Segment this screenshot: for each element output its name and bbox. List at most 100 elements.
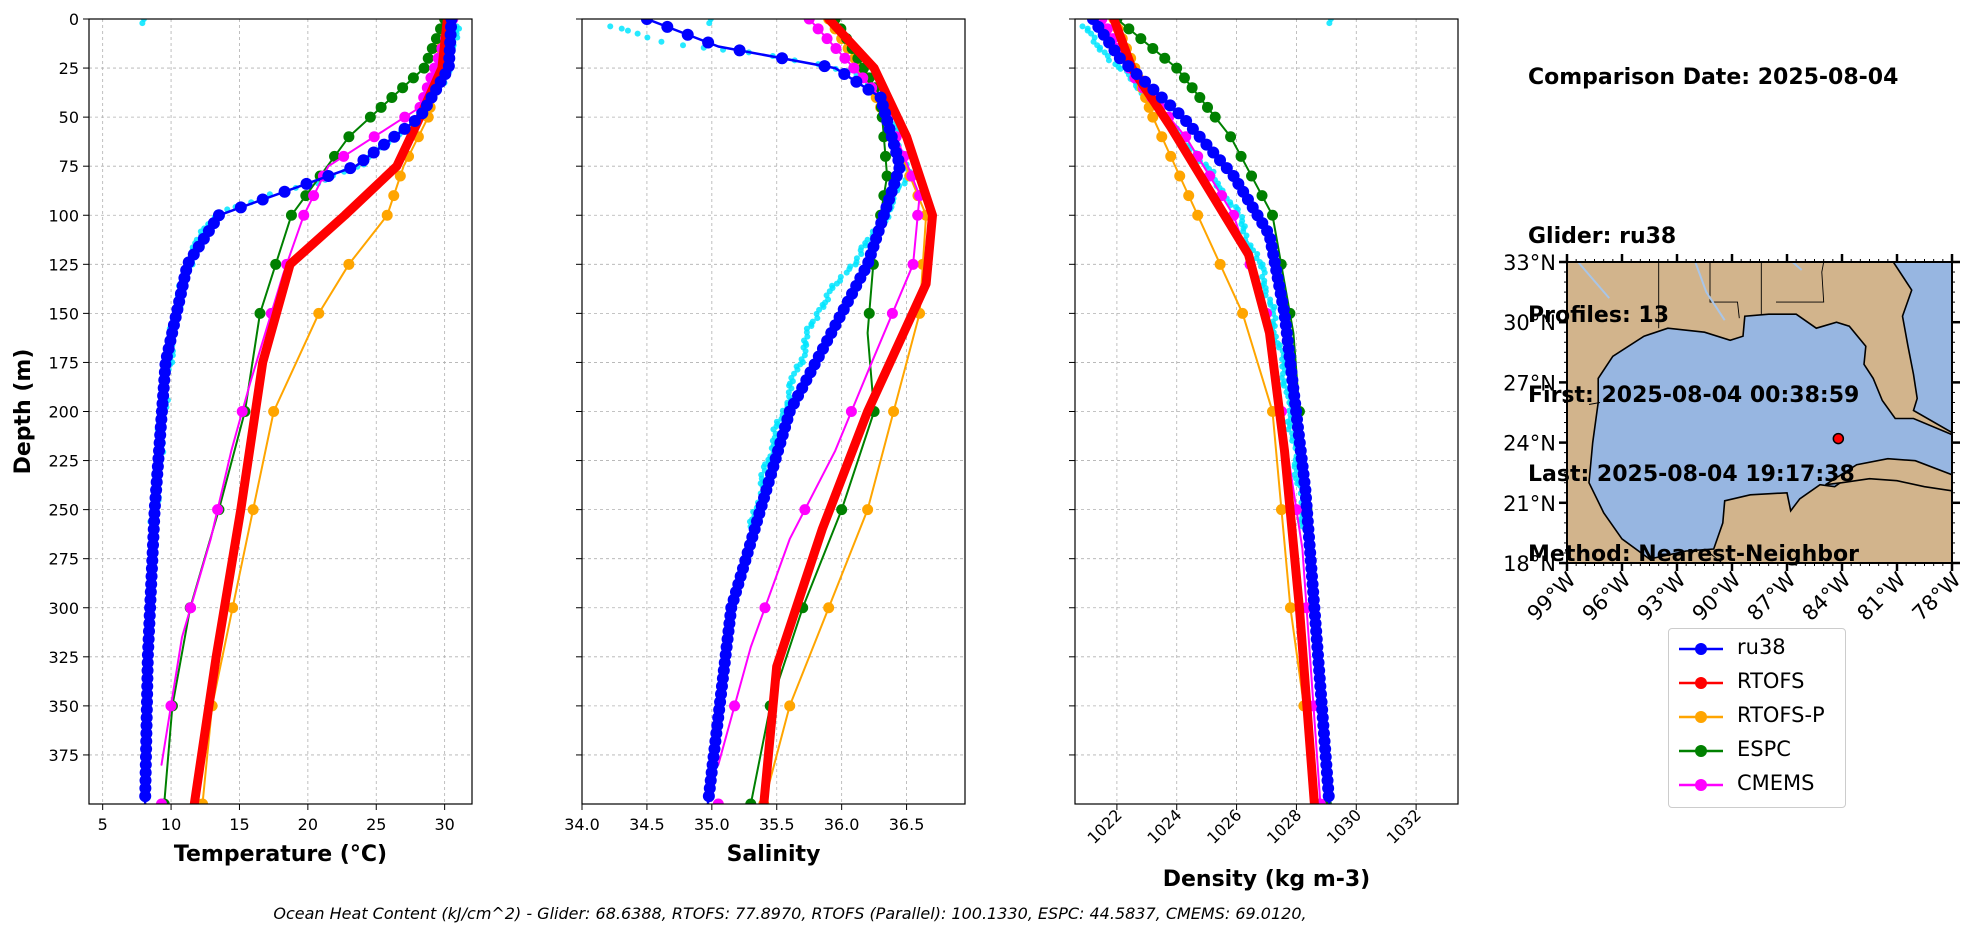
first-profile-time: First: 2025-08-04 00:38:59 — [1528, 382, 1860, 408]
x-tick-label: 1032 — [1383, 805, 1425, 847]
glider-location-marker — [1832, 432, 1845, 445]
observation-point — [1261, 269, 1268, 276]
data-point — [357, 154, 370, 167]
data-point — [338, 150, 350, 162]
data-point — [1178, 72, 1190, 84]
data-point — [268, 406, 280, 417]
lat-tick-label: 27°N — [1503, 371, 1556, 395]
data-point — [1171, 62, 1183, 74]
data-point — [1183, 190, 1195, 202]
x-tick-label: 1030 — [1323, 805, 1365, 847]
profile-count: Profiles: 13 — [1528, 303, 1670, 328]
legend-label: RTOFS-P — [1737, 703, 1825, 727]
observation-point — [634, 30, 641, 37]
data-point — [1214, 154, 1227, 167]
legend-swatch — [1679, 779, 1723, 791]
legend: ru38 RTOFS RTOFS-P ESPC CMEMS — [1668, 628, 1846, 808]
data-point — [912, 209, 924, 221]
observation-point — [785, 389, 792, 396]
x-tick-label: 20 — [298, 815, 318, 834]
observation-point — [1105, 57, 1112, 64]
last-profile-time: Last: 2025-08-04 19:17:38 — [1528, 462, 1855, 487]
atlantic-ocean — [1892, 262, 1952, 434]
data-point — [418, 62, 430, 74]
data-point — [733, 44, 746, 57]
data-point — [1284, 602, 1296, 614]
data-point — [298, 209, 310, 221]
x-tick-label: 1028 — [1263, 805, 1305, 847]
data-point — [838, 67, 851, 80]
y-tick-label: 100 — [48, 206, 79, 225]
data-point — [416, 107, 429, 120]
data-point — [1209, 111, 1221, 123]
observation-point — [1326, 20, 1333, 27]
observation-point — [607, 23, 614, 30]
data-point — [879, 150, 891, 162]
series-ru38 — [1086, 19, 1335, 804]
data-point — [256, 193, 269, 206]
data-point — [185, 602, 197, 614]
data-point — [1194, 92, 1206, 103]
x-tick-label: 35.0 — [694, 815, 730, 834]
legend-label: RTOFS — [1737, 669, 1805, 693]
observation-point — [680, 42, 687, 49]
series-ru38 — [139, 19, 458, 804]
data-point — [1192, 209, 1204, 221]
series-line — [759, 19, 937, 804]
legend-swatch — [1679, 745, 1723, 757]
y-tick-label: 50 — [59, 108, 79, 127]
y-tick-label: 350 — [48, 697, 79, 716]
data-point — [1172, 107, 1185, 120]
data-point — [343, 258, 355, 270]
data-point — [329, 150, 341, 162]
y-tick-label: 325 — [48, 648, 79, 667]
data-point — [803, 19, 815, 25]
data-point — [165, 700, 177, 712]
data-point — [1147, 83, 1160, 96]
observation-point — [139, 20, 146, 27]
lat-tick-label: 18°N — [1503, 552, 1556, 576]
x-tick-label: 1022 — [1083, 805, 1125, 847]
data-point — [839, 52, 851, 64]
data-point — [1159, 52, 1171, 64]
lat-tick-label: 24°N — [1503, 432, 1556, 456]
legend-label: CMEMS — [1737, 771, 1815, 795]
observation-point — [858, 251, 865, 258]
x-tick-label: 36.5 — [889, 815, 925, 834]
data-point — [247, 504, 259, 516]
x-axis-label: Temperature (°C) — [174, 842, 387, 867]
data-point — [399, 111, 411, 123]
river — [1791, 262, 1803, 271]
data-point — [139, 790, 152, 803]
data-point — [367, 146, 380, 159]
data-point — [836, 504, 848, 516]
data-point — [300, 177, 313, 190]
y-tick-label: 25 — [59, 59, 79, 78]
data-point — [1135, 33, 1147, 45]
interpolation-method: Method: Nearest-Neighbor — [1528, 541, 1859, 567]
observation-point — [1079, 23, 1086, 30]
data-point — [1130, 67, 1143, 80]
data-point — [397, 82, 409, 94]
data-point — [784, 700, 796, 712]
data-point — [830, 42, 842, 54]
lat-tick-label: 30°N — [1503, 311, 1556, 335]
data-point — [285, 209, 297, 221]
data-point — [850, 75, 863, 88]
data-point — [812, 23, 824, 35]
x-tick-label: 30 — [434, 815, 454, 834]
data-point — [322, 170, 335, 182]
data-point — [776, 52, 789, 65]
data-point — [712, 798, 724, 804]
observation-point — [706, 20, 713, 27]
data-point — [681, 28, 694, 41]
data-point — [745, 798, 757, 804]
y-tick-label: 0 — [69, 10, 79, 29]
legend-label: ESPC — [1737, 737, 1791, 761]
observation-point — [658, 38, 665, 45]
data-point — [1156, 131, 1168, 143]
legend-swatch — [1679, 643, 1723, 655]
x-tick-label: 25 — [366, 815, 386, 834]
y-axis-label: Depth (m) — [11, 349, 36, 475]
y-tick-label: 250 — [48, 501, 79, 520]
